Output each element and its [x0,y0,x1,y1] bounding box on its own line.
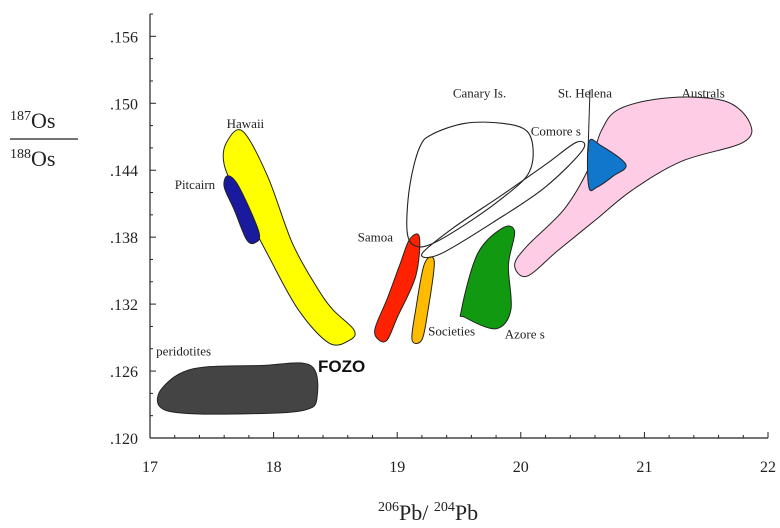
label-hawaii: Hawaii [227,116,265,131]
y-tick-label: .120 [110,431,138,448]
y-tick-label: .132 [110,297,138,314]
y-axis-label: 187Os 188Os [10,108,78,171]
label-canary-is: Canary Is. [453,86,506,101]
ylabel-num-sup: 187 [10,109,31,124]
field-canary-is [406,121,534,248]
st-helena-leader-line [587,89,591,153]
field-peridotites [156,362,319,415]
xlabel-sup1: 206 [378,500,399,515]
svg-text:187Os: 187Os [10,108,55,133]
x-tick-label: 21 [636,459,652,476]
field-australs [514,96,753,278]
xlabel-el1: Pb [399,500,422,525]
y-tick-label: .156 [110,29,138,46]
label-societies: Societies [428,323,475,338]
y-tick-label: .126 [110,364,138,381]
label-azore-s: Azore s [505,327,545,342]
y-tick-label: .150 [110,96,138,113]
x-axis-label: 206Pb/ 204Pb [378,500,478,525]
label-pitcairn: Pitcairn [175,177,216,192]
x-ticks: 17 18 19 20 21 22 [142,432,776,476]
y-tick-label: .144 [110,163,138,180]
ylabel-den-el: Os [31,146,55,171]
x-tick-label: 18 [266,459,282,476]
field-hawaii [222,129,356,346]
annotation-fozo: FOZO [318,357,365,376]
field-societies [411,256,435,345]
ylabel-den-sup: 188 [10,147,31,162]
field-pitcairn [223,175,261,245]
xlabel-el2: Pb [455,500,478,525]
x-tick-label: 22 [760,459,776,476]
axes [149,14,768,439]
y-ticks: .120 .126 .132 .138 .144 .150 .156 [110,13,156,448]
ylabel-num-el: Os [31,108,55,133]
field-comore-s [421,140,586,259]
label-samoa: Samoa [358,230,394,245]
y-tick-label: .138 [110,230,138,247]
xlabel-sup2: 204 [434,500,455,515]
field-st-helena [586,138,627,192]
field-samoa [374,233,421,343]
x-tick-label: 20 [513,459,529,476]
label-comore-s: Comore s [531,124,581,139]
label-australs: Australs [681,86,724,101]
field-labels: Hawaii Pitcairn peridotites Samoa Societies A… [156,86,725,376]
x-tick-label: 17 [142,459,158,476]
x-tick-label: 19 [389,459,405,476]
label-peridotites: peridotites [156,343,211,358]
field-azore-s [459,225,516,330]
field-polygons [156,96,753,415]
label-st-helena: St. Helena [558,86,612,101]
xlabel-sep: / [422,500,434,525]
svg-text:188Os: 188Os [10,146,55,171]
